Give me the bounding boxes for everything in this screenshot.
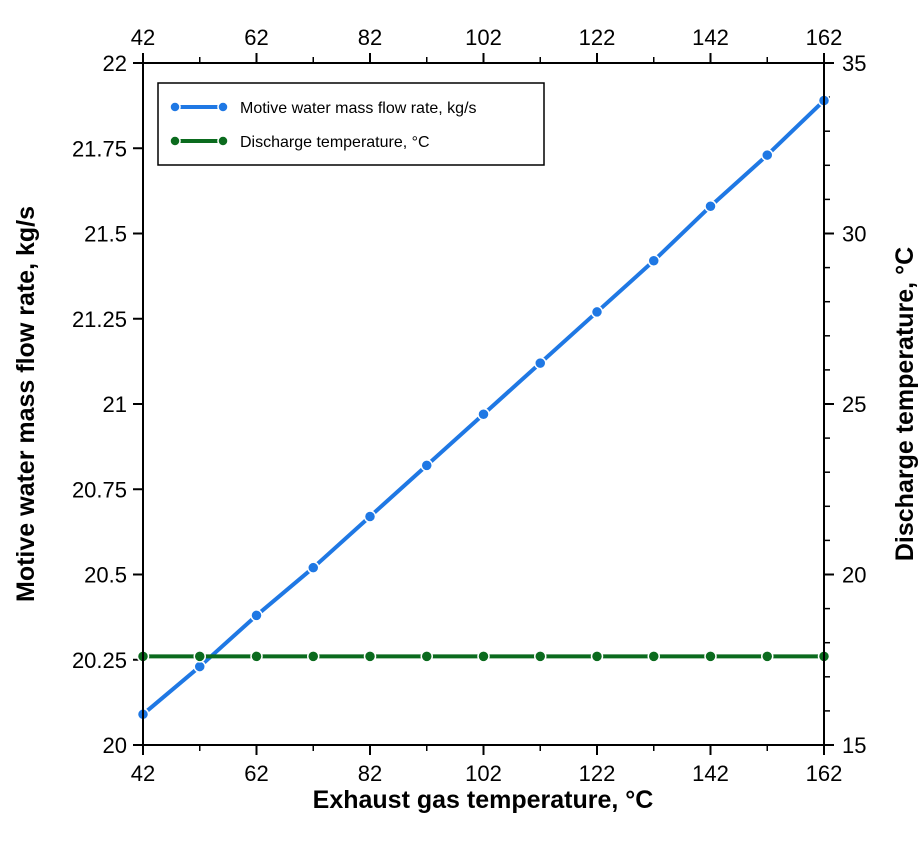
x-tick-label-top: 42 [131,25,155,50]
data-point [704,199,717,213]
legend-item-mass-flow: Motive water mass flow rate, kg/s [169,100,477,117]
data-point [193,650,206,663]
data-point [590,650,604,663]
data-point [534,356,547,370]
x-tick-label-bottom: 62 [244,761,268,786]
data-point [534,650,547,663]
y2-tick-label: 30 [842,222,866,247]
data-point [590,305,604,319]
x-tick-label-bottom: 42 [131,761,155,786]
x-tick-label-bottom: 142 [692,761,729,786]
data-point [193,660,206,673]
x-tick-label-top: 162 [806,25,843,50]
x-axis-title: Exhaust gas temperature, °C [313,786,654,814]
plot-frame [142,62,825,746]
x-tick-label-top: 102 [465,25,502,50]
data-point [477,650,490,663]
x-tick-label-bottom: 82 [358,761,382,786]
y-tick-label: 21 [103,392,127,417]
x-tick-label-bottom: 122 [579,761,616,786]
data-point [647,254,660,268]
legend-item-discharge-temperature: Discharge temperature, °C [169,134,430,151]
x-tick-label-top: 62 [244,25,268,50]
legend-label-discharge-temperature: Discharge temperature, °C [240,134,430,151]
series-layer [136,94,831,721]
legend-marker [169,135,181,147]
x-tick-label-top: 142 [692,25,729,50]
data-point [250,650,263,663]
data-point [420,459,433,472]
data-point [761,650,774,663]
legend-marker [169,101,181,113]
y2-tick-label: 15 [842,733,866,758]
y2-tick-label: 25 [842,392,866,417]
y-tick-label: 22 [103,51,127,76]
data-point [250,609,263,622]
x-tick-label-top: 122 [579,25,616,50]
y-tick-label: 20.75 [72,477,127,502]
data-point [704,650,717,663]
x-tick-label-bottom: 162 [806,761,843,786]
legend-label-mass-flow: Motive water mass flow rate, kg/s [240,100,477,117]
y-axis-title: Motive water mass flow rate, kg/s [12,206,40,602]
data-point [420,650,433,663]
y-tick-label: 21.5 [84,222,127,247]
legend: Motive water mass flow rate, kg/s Discha… [157,82,545,166]
y2-tick-label: 35 [842,51,866,76]
legend-box [157,82,545,166]
legend-marker [217,135,229,147]
y-tick-label: 20.5 [84,563,127,588]
y2-tick-label: 20 [842,563,866,588]
legend-marker [217,101,229,113]
data-point [363,510,377,523]
data-point [363,650,377,663]
data-point [307,650,320,663]
data-point [761,148,774,162]
x-tick-label-bottom: 102 [465,761,502,786]
y-tick-label: 20 [103,733,127,758]
x-tick-label-top: 82 [358,25,382,50]
data-point [307,561,320,574]
y-tick-label: 20.25 [72,648,127,673]
labels-layer: 42 42 62 62 82 82 102 102 122 122 142 142 162 162 20 20… [72,25,867,786]
y2-axis-title: Discharge temperature, °C [891,247,919,561]
data-point [647,650,660,663]
y-tick-label: 21.75 [72,136,127,161]
data-point [477,407,490,421]
y-tick-label: 21.25 [72,307,127,332]
